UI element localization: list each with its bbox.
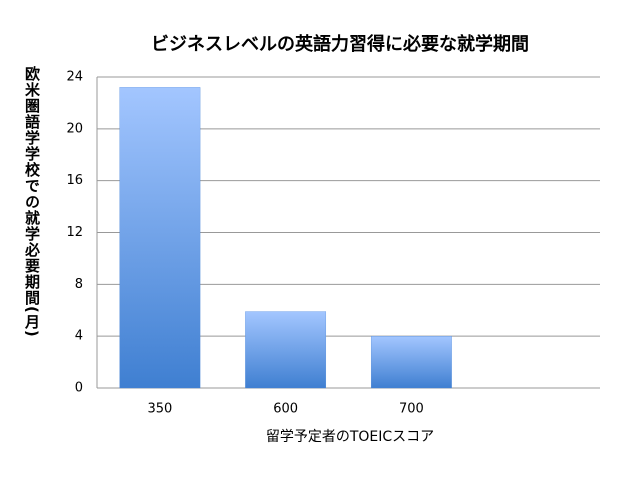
y-axis-label: 欧米圏語学学校での就学必要期間(月) [23, 65, 41, 338]
bar [245, 311, 327, 389]
x-tick-label: 600 [273, 402, 298, 417]
y-tick-label: 24 [66, 70, 83, 85]
y-tick-label: 4 [75, 329, 83, 344]
y-tick-label: 16 [66, 173, 83, 188]
x-axis-label: 留学予定者のTOEICスコア [266, 429, 434, 445]
y-tick-label: 0 [75, 381, 83, 396]
x-tick-label: 350 [147, 402, 172, 417]
bar [370, 336, 452, 389]
x-tick-label: 700 [399, 402, 424, 417]
chart-title: ビジネスレベルの英語力習得に必要な就学期間 [151, 33, 529, 55]
y-tick-label: 20 [66, 121, 83, 136]
bar [119, 87, 201, 389]
y-tick-label: 8 [75, 277, 83, 292]
y-tick-label: 12 [66, 225, 83, 240]
